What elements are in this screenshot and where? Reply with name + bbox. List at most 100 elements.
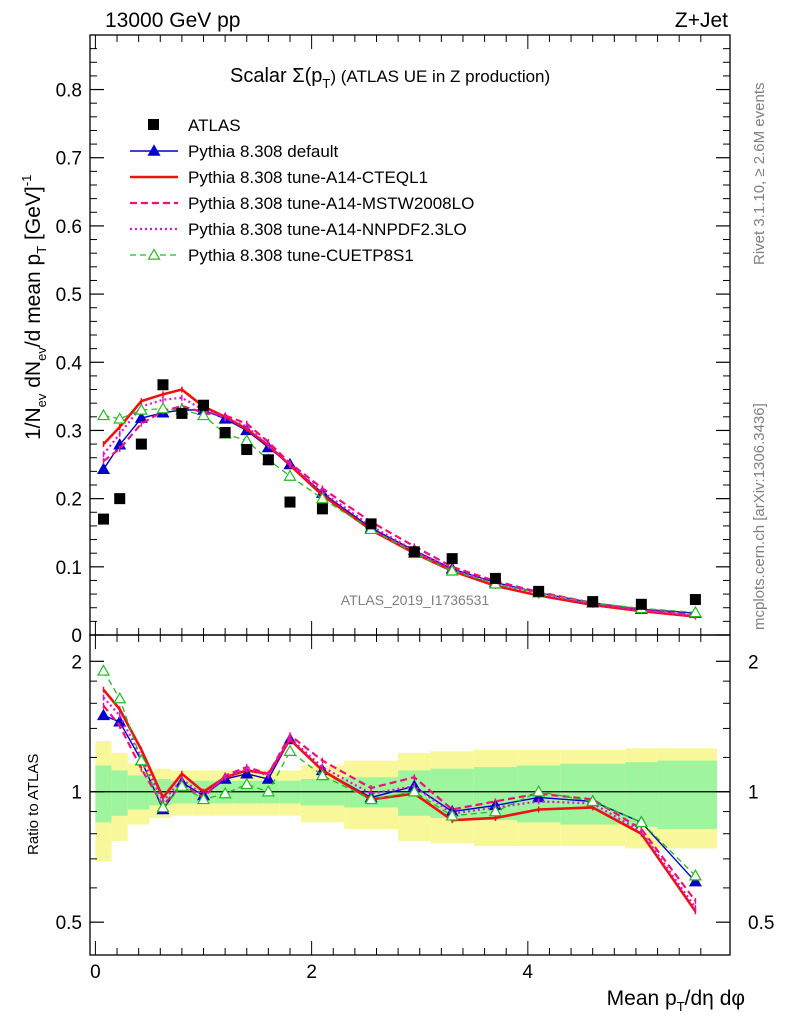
legend-label-cteql1: Pythia 8.308 tune-A14-CTEQL1 xyxy=(188,168,428,187)
marker-atlas xyxy=(198,399,210,411)
marker-atlas xyxy=(176,407,188,419)
marker-atlas xyxy=(316,503,328,515)
ratio-tick-label-right: 2 xyxy=(748,652,759,673)
marker-atlas xyxy=(689,594,701,606)
ratio-marker-cuetp8s1 xyxy=(634,815,648,828)
axes-group: 0 0.1 0.2 0.3 0.4 0.5 0.6 0.7 0.8 0 2 4 0.5 0.5 1 1 2 2 xyxy=(56,34,774,983)
series-line-cteql1 xyxy=(102,388,696,618)
marker-atlas xyxy=(365,518,377,530)
ratio-tick-label: 1 xyxy=(71,783,82,804)
ratio-marker-default xyxy=(96,708,111,721)
legend-marker-atlas xyxy=(148,119,159,130)
legend-label-nnpdf: Pythia 8.308 tune-A14-NNPDF2.3LO xyxy=(188,220,467,239)
ratio-tick-label-right: 0.5 xyxy=(748,913,774,934)
ratio-marker-cuetp8s1 xyxy=(283,744,297,756)
ratio-tick-label: 0.5 xyxy=(56,913,82,934)
y-tick-label: 0.6 xyxy=(56,217,82,238)
y-axis-label-ratio: Ratio to ATLAS xyxy=(25,754,42,855)
y-tick-label: 0.8 xyxy=(56,81,82,102)
x-axis-label: Mean pT/dη dφ xyxy=(607,987,745,1014)
ratio-marker-cuetp8s1 xyxy=(364,792,378,805)
marker-cuetp8s1 xyxy=(445,564,459,576)
y-axis-label-main: 1/Nev dNev/d mean pT [GeV]-1 xyxy=(19,175,49,440)
ratio-series-group xyxy=(96,664,702,915)
marker-atlas xyxy=(114,493,126,505)
ratio-marker-cuetp8s1 xyxy=(218,786,232,799)
ratio-marker-cuetp8s1 xyxy=(586,794,600,807)
band-inner-segment xyxy=(95,765,112,823)
band-inner-segment xyxy=(560,763,626,825)
ratio-marker-cuetp8s1 xyxy=(196,792,211,805)
y-tick-label: 0.4 xyxy=(56,353,83,374)
x-tick-label: 4 xyxy=(523,962,534,983)
ratio-marker-cuetp8s1 xyxy=(315,768,329,781)
legend: ATLAS Pythia 8.308 default Pythia 8.308 tu… xyxy=(130,116,474,265)
series-line-mstw xyxy=(102,404,696,617)
marker-atlas xyxy=(489,572,501,584)
band-inner-segment xyxy=(657,760,718,830)
marker-cuetp8s1 xyxy=(283,469,297,481)
marker-atlas xyxy=(446,553,458,565)
ratio-tick-label: 2 xyxy=(71,652,82,673)
band-inner-segment xyxy=(127,775,150,810)
marker-atlas xyxy=(408,546,420,558)
ratio-uncertainty-bands xyxy=(90,740,730,862)
legend-label-mstw: Pythia 8.308 tune-A14-MSTW2008LO xyxy=(188,194,474,213)
ratio-marker-cuetp8s1 xyxy=(688,869,702,881)
legend-marker-cuetp8s1 xyxy=(147,248,161,260)
legend-label-atlas: ATLAS xyxy=(188,116,241,135)
marker-cuetp8s1 xyxy=(156,401,170,414)
x-tick-label: 0 xyxy=(90,962,101,983)
energy-label: 13000 GeV pp xyxy=(105,9,240,32)
marker-atlas xyxy=(135,438,147,450)
marker-atlas xyxy=(587,596,599,608)
marker-atlas xyxy=(241,444,253,456)
series-line-cuetp8s1 xyxy=(103,407,696,614)
plot-title: Scalar Σ(pT) (ATLAS UE in Z production) xyxy=(230,65,550,91)
y-tick-label: 0.3 xyxy=(56,421,82,442)
ratio-marker-cuetp8s1 xyxy=(407,785,421,797)
y-tick-label: 0.1 xyxy=(56,558,82,579)
band-inner-segment xyxy=(111,770,128,816)
marker-atlas xyxy=(284,496,296,508)
ratio-marker-cuetp8s1 xyxy=(96,664,111,676)
marker-atlas xyxy=(219,427,231,438)
ratio-marker-cuetp8s1 xyxy=(261,785,275,797)
ratio-marker-cuetp8s1 xyxy=(532,785,546,797)
analysis-id: ATLAS_2019_I1736531 xyxy=(341,592,490,608)
process-label: Z+Jet xyxy=(675,9,728,32)
marker-atlas xyxy=(262,454,274,466)
ratio-marker-default xyxy=(688,874,702,887)
marker-default xyxy=(96,462,111,475)
marker-atlas xyxy=(98,513,110,525)
marker-cuetp8s1 xyxy=(96,408,111,421)
main-series-group xyxy=(96,379,702,620)
ratio-marker-cuetp8s1 xyxy=(175,779,189,791)
marker-cuetp8s1 xyxy=(688,605,702,618)
legend-marker-default xyxy=(147,144,161,156)
x-tick-label: 2 xyxy=(306,962,317,983)
y-tick-label: 0 xyxy=(71,626,82,647)
series-line-nnpdf xyxy=(102,396,696,618)
ratio-marker-cuetp8s1 xyxy=(240,777,254,790)
ratio-frame xyxy=(89,634,731,956)
y-tick-label: 0.5 xyxy=(56,285,82,306)
marker-atlas xyxy=(533,585,545,597)
rivet-label: Rivet 3.1.10, ≥ 2.6M events xyxy=(751,83,768,266)
marker-cuetp8s1 xyxy=(196,408,211,421)
marker-atlas xyxy=(157,379,169,391)
legend-label-cuetp8s1: Pythia 8.308 tune-CUETP8S1 xyxy=(188,246,414,265)
y-tick-label: 0.2 xyxy=(56,490,82,511)
ratio-marker-cuetp8s1 xyxy=(445,809,459,821)
marker-cuetp8s1 xyxy=(315,491,329,504)
ratio-tick-label-right: 1 xyxy=(748,783,759,804)
marker-cuetp8s1 xyxy=(134,403,148,415)
y-tick-label: 0.7 xyxy=(56,149,82,170)
series-line-default xyxy=(102,409,696,614)
mcplots-label: mcplots.cern.ch [arXiv:1306.3436] xyxy=(751,403,768,630)
ratio-marker-cuetp8s1 xyxy=(113,691,127,704)
marker-cuetp8s1 xyxy=(113,412,127,424)
ratio-marker-cuetp8s1 xyxy=(134,753,148,766)
ratio-marker-cuetp8s1 xyxy=(488,804,502,817)
